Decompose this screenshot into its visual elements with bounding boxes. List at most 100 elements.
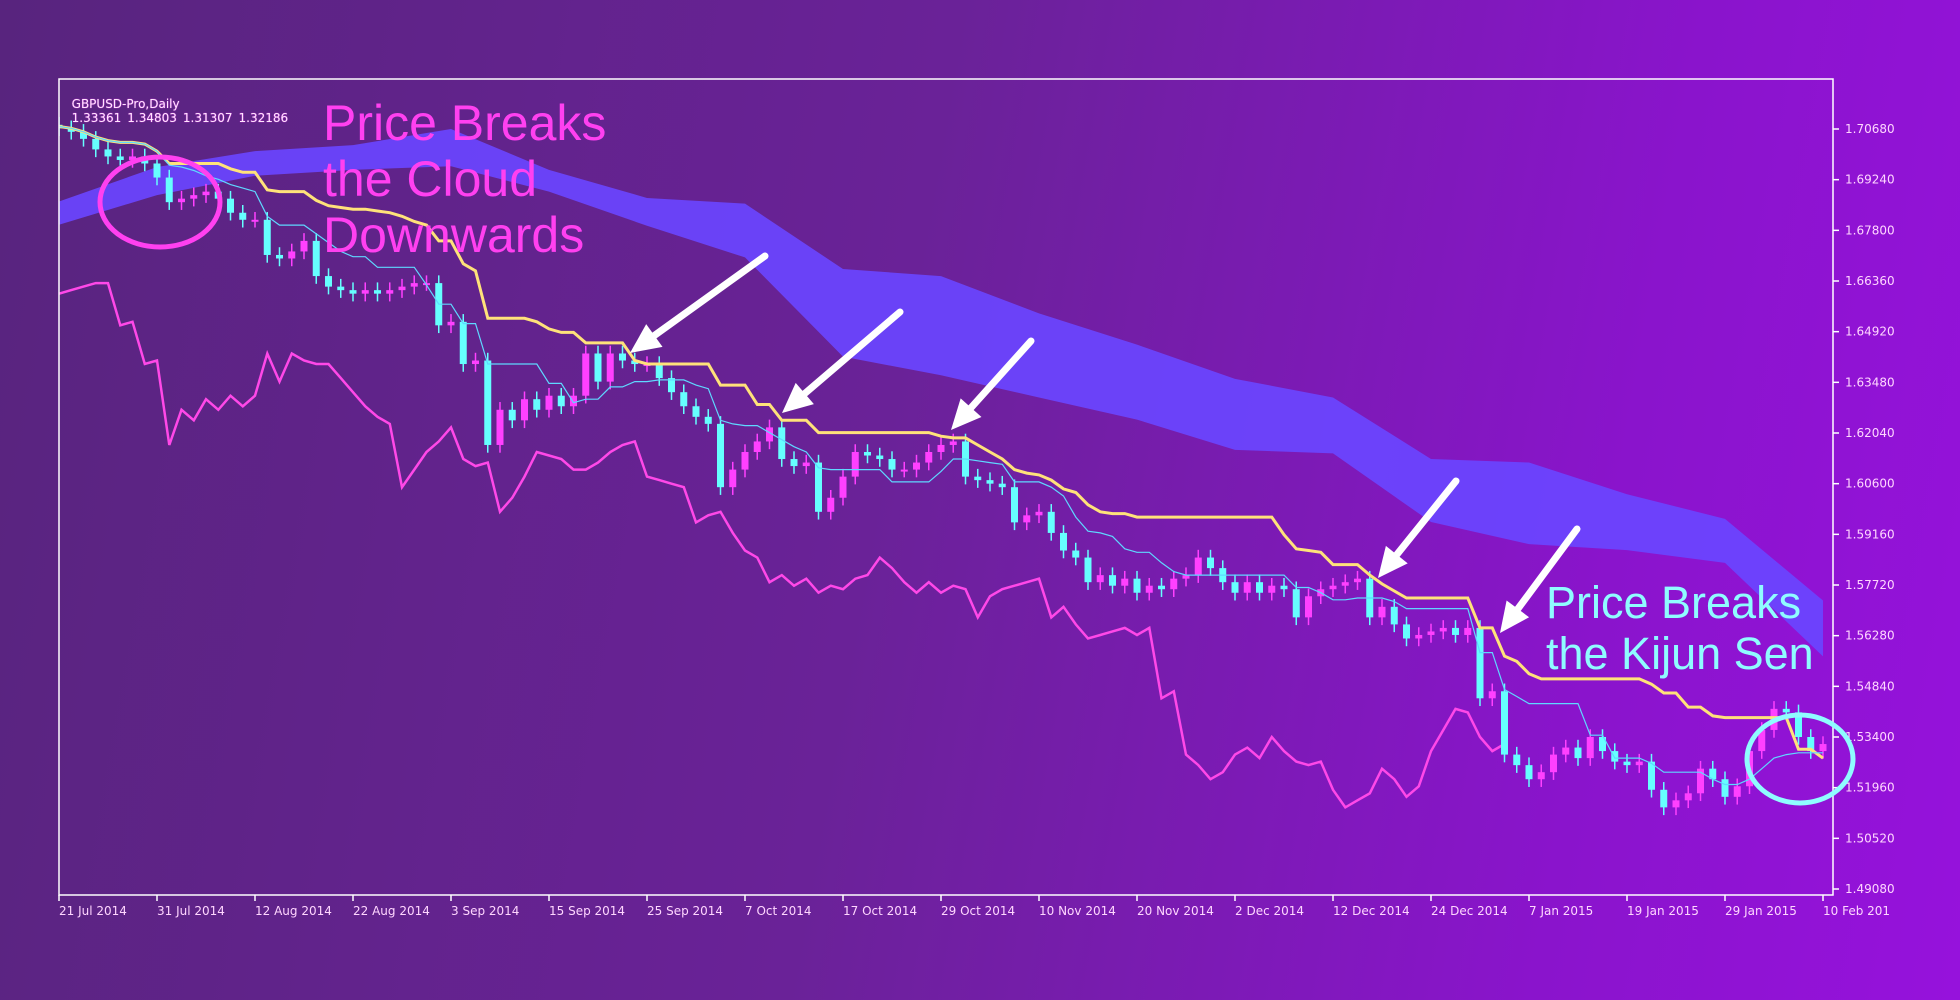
arrow-icon <box>1378 477 1460 578</box>
candle-body <box>239 212 247 220</box>
candle <box>1721 771 1729 805</box>
candle-body <box>1464 627 1472 635</box>
candle <box>1256 574 1263 601</box>
candle <box>374 282 381 302</box>
candle <box>545 387 553 418</box>
candle <box>1648 753 1655 798</box>
candle <box>692 398 700 425</box>
arrow-shaft <box>1393 477 1460 559</box>
candle <box>1035 504 1043 524</box>
candle-body <box>876 455 884 460</box>
candle <box>680 384 688 414</box>
candle <box>606 345 614 390</box>
candle <box>1072 542 1080 566</box>
arrow-head <box>1378 545 1408 578</box>
candle <box>1182 567 1190 587</box>
candle <box>1464 620 1472 643</box>
time-axis: 21 Jul 2014 31 Jul 2014 12 Aug 2014 22 Aug … <box>58 895 1890 918</box>
ohlc-high: 1.34803 <box>127 111 177 125</box>
candle-body <box>1697 768 1704 794</box>
candle <box>325 268 332 295</box>
candle-body <box>80 131 87 139</box>
candle-body <box>1243 582 1251 593</box>
y-tick-label: 1.66360 <box>1845 274 1895 288</box>
candle-body <box>1574 747 1582 759</box>
candle-body <box>949 441 957 445</box>
candle <box>1415 627 1423 647</box>
candle <box>178 190 185 210</box>
candle-body <box>1194 557 1202 576</box>
kijun-break-annotation: Price Breaks the Kijun Sen <box>1546 580 1814 682</box>
candle-body <box>631 360 639 365</box>
candle-body <box>692 406 700 417</box>
candle-body <box>349 290 357 294</box>
x-tick-label: 29 Oct 2014 <box>941 904 1015 918</box>
candle <box>1011 479 1018 531</box>
candle <box>1684 785 1692 809</box>
candle <box>398 278 406 298</box>
x-tick-label: 24 Dec 2014 <box>1431 904 1508 918</box>
candle <box>1574 739 1582 766</box>
y-tick-label: 1.67800 <box>1845 223 1895 237</box>
candle-body <box>1562 747 1570 755</box>
candle-body <box>864 452 871 456</box>
candle-body <box>165 177 173 203</box>
candle <box>1292 581 1300 626</box>
candle-body <box>312 240 320 277</box>
y-tick-label: 1.57720 <box>1845 578 1895 592</box>
candle-body <box>263 219 271 255</box>
candle <box>557 387 565 414</box>
candle <box>937 437 945 460</box>
candle-body <box>1427 631 1435 635</box>
tenkan-path <box>59 125 1823 786</box>
tenkan-sen-line <box>59 125 1823 786</box>
x-tick-label: 21 Jul 2014 <box>59 904 127 918</box>
y-tick-label: 1.70680 <box>1845 122 1895 136</box>
candle <box>1660 782 1668 816</box>
x-tick-label: 7 Jan 2015 <box>1529 904 1593 918</box>
candle-body <box>1011 487 1018 523</box>
candle-body <box>361 290 369 294</box>
candle-body <box>1807 737 1815 752</box>
candle <box>1513 746 1521 773</box>
candle <box>1268 577 1276 601</box>
candle <box>349 282 357 302</box>
candle-body <box>1648 761 1655 790</box>
x-tick-label: 2 Dec 2014 <box>1235 904 1304 918</box>
annotation-line: Price Breaks <box>1546 577 1802 628</box>
x-tick-label: 12 Aug 2014 <box>255 904 332 918</box>
plot-frame <box>58 78 1834 896</box>
candle-body <box>325 276 332 287</box>
candle-body <box>496 409 504 445</box>
candle <box>888 451 896 478</box>
arrow-head <box>1500 600 1530 633</box>
ohlc-open: 1.33361 <box>71 111 122 125</box>
candle-body <box>1599 737 1606 752</box>
candle <box>1207 549 1214 576</box>
candle-body <box>1182 575 1190 579</box>
candle <box>876 447 884 467</box>
x-tick-label: 22 Aug 2014 <box>353 904 430 918</box>
candle-body <box>717 423 724 488</box>
arrow-shaft <box>967 337 1035 412</box>
symbol-label: GBPUSD-Pro,Daily <box>71 97 180 111</box>
candle <box>1476 620 1484 707</box>
candle <box>1807 729 1815 759</box>
candle <box>496 402 504 453</box>
candle-body <box>398 286 406 291</box>
candle-body <box>1341 582 1349 586</box>
candle-body <box>1501 691 1508 755</box>
candle <box>802 454 810 474</box>
candle <box>1305 588 1312 626</box>
candle-body <box>533 399 541 410</box>
candle <box>1194 549 1202 583</box>
candle <box>410 275 418 295</box>
x-tick-label: 12 Dec 2014 <box>1333 904 1410 918</box>
candle <box>741 444 749 478</box>
y-tick-label: 1.59160 <box>1845 527 1895 541</box>
candle <box>900 461 908 478</box>
candle <box>312 233 320 284</box>
candle <box>239 205 247 228</box>
candle-body <box>986 480 994 484</box>
candle <box>668 370 675 400</box>
